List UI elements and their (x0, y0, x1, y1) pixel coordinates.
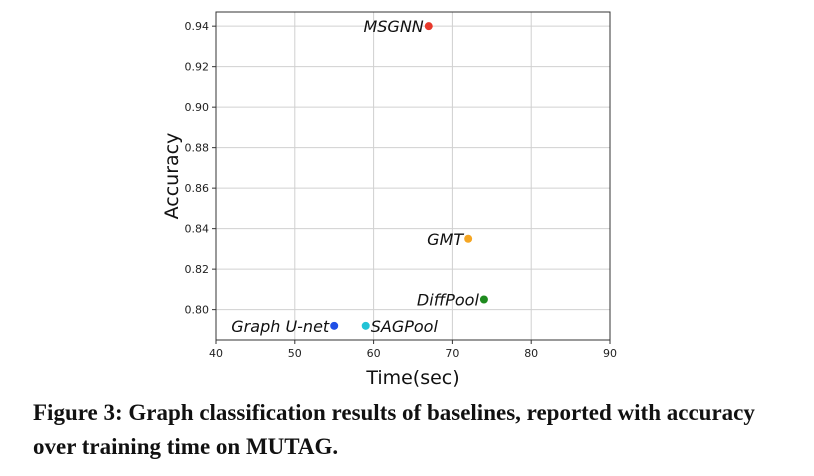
point-gmt (464, 234, 473, 243)
point-sagpool (361, 321, 370, 330)
x-tick-label: 80 (524, 347, 538, 360)
scatter-chart: 40 50 60 70 80 90 0.80 0.82 0.84 0.86 0.88 0.90 0.9… (161, 11, 617, 389)
x-tick-label: 70 (445, 347, 459, 360)
x-ticks: 40 50 60 70 80 90 (209, 340, 617, 360)
point-label-sagpool: SAGPool (371, 317, 439, 336)
x-tick-label: 90 (603, 347, 617, 360)
y-ticks: 0.80 0.82 0.84 0.86 0.88 0.90 0.92 0.94 (185, 20, 216, 317)
y-tick-label: 0.82 (185, 263, 210, 276)
point-label-graph-u-net: Graph U-net (231, 317, 330, 336)
point-graph-u-net (330, 321, 339, 330)
point-label-msgnn: MSGNN (363, 17, 423, 36)
y-tick-label: 0.94 (185, 20, 210, 33)
point-label-diffpool: DiffPool (417, 291, 480, 310)
x-tick-label: 60 (367, 347, 381, 360)
point-label-gmt: GMT (427, 230, 464, 249)
x-axis-title: Time(sec) (365, 367, 459, 389)
point-diffpool (479, 295, 488, 304)
y-tick-label: 0.90 (185, 101, 210, 114)
plot-frame (215, 11, 611, 341)
figure-caption: Figure 3: Graph classification results o… (33, 400, 755, 459)
x-tick-label: 50 (288, 347, 302, 360)
y-tick-label: 0.86 (185, 182, 210, 195)
y-tick-label: 0.84 (185, 223, 210, 236)
y-tick-label: 0.80 (185, 304, 210, 317)
y-axis-title: Accuracy (161, 133, 183, 220)
x-tick-label: 40 (209, 347, 223, 360)
chart-svg: 40 50 60 70 80 90 0.80 0.82 0.84 0.86 0.88 0.90 0.9… (161, 11, 617, 389)
point-msgnn (424, 22, 433, 31)
y-tick-label: 0.88 (185, 142, 210, 155)
grid (215, 12, 611, 340)
data-points: MSGNN GMT DiffPool SAGPool Graph U-net (231, 17, 488, 336)
y-tick-label: 0.92 (185, 61, 210, 74)
